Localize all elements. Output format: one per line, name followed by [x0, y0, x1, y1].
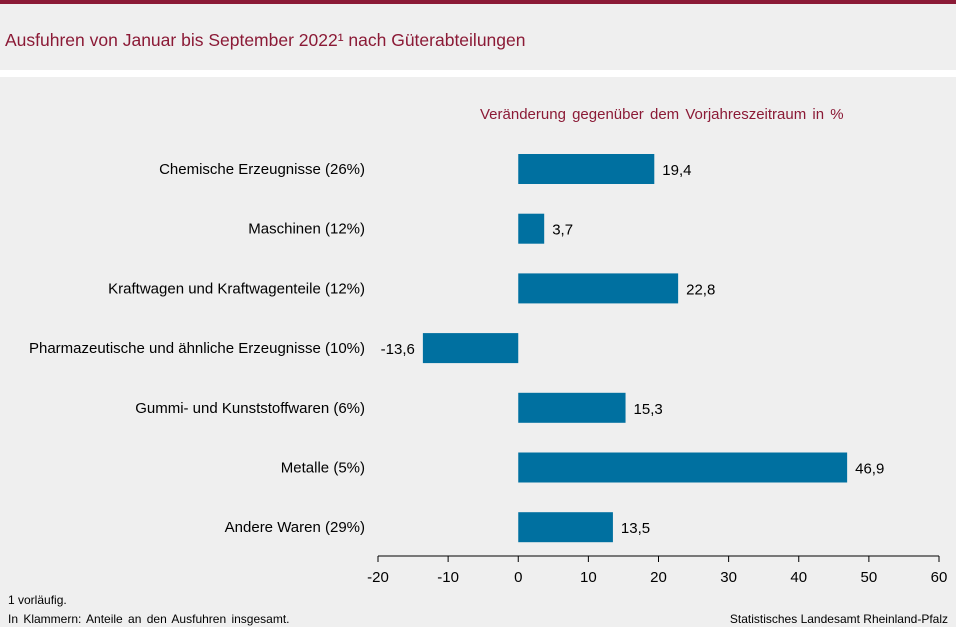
category-label: Andere Waren (29%) — [225, 519, 365, 536]
x-tick-label: 30 — [720, 569, 737, 586]
chart-subtitle: Veränderung gegenüber dem Vorjahreszeitr… — [480, 106, 844, 123]
x-tick-label: 0 — [514, 569, 522, 586]
bar — [518, 154, 655, 184]
bar — [518, 512, 613, 543]
header: Ausfuhren von Januar bis September 2022¹… — [0, 4, 956, 70]
x-tick-label: 50 — [861, 569, 878, 586]
category-label: Gummi- und Kunststoffwaren (6%) — [135, 400, 365, 417]
header-divider — [0, 70, 956, 77]
value-label: 19,4 — [662, 162, 691, 179]
x-tick-label: -10 — [437, 569, 459, 586]
chart-title: Ausfuhren von Januar bis September 2022¹… — [5, 30, 526, 50]
bar — [518, 452, 848, 483]
value-label: 3,7 — [552, 222, 573, 239]
x-tick-label: 20 — [650, 569, 667, 586]
value-label: 46,9 — [855, 461, 884, 478]
bar — [518, 273, 679, 304]
category-label: Chemische Erzeugnisse (26%) — [159, 161, 365, 178]
value-label: 15,3 — [634, 401, 663, 418]
x-tick-label: 60 — [931, 569, 948, 586]
category-label: Pharmazeutische und ähnliche Erzeugnisse… — [29, 340, 365, 357]
category-label: Metalle (5%) — [281, 460, 365, 477]
value-label: 13,5 — [621, 520, 650, 537]
footnote-shares: In Klammern: Anteile an den Ausfuhren in… — [8, 612, 290, 626]
value-label: 22,8 — [686, 281, 715, 298]
value-label: -13,6 — [381, 341, 415, 358]
x-tick-label: 40 — [790, 569, 807, 586]
bar — [518, 213, 545, 244]
footnote-preliminary: 1 vorläufig. — [8, 593, 67, 607]
category-label: Kraftwagen und Kraftwagenteile (12%) — [108, 280, 365, 297]
source-label: Statistisches Landesamt Rheinland-Pfalz — [729, 612, 948, 626]
category-label: Maschinen (12%) — [248, 221, 365, 238]
x-tick-label: 10 — [580, 569, 597, 586]
bar — [518, 392, 626, 423]
bar — [422, 333, 519, 364]
x-tick-label: -20 — [367, 569, 389, 586]
top-rule — [0, 0, 956, 4]
